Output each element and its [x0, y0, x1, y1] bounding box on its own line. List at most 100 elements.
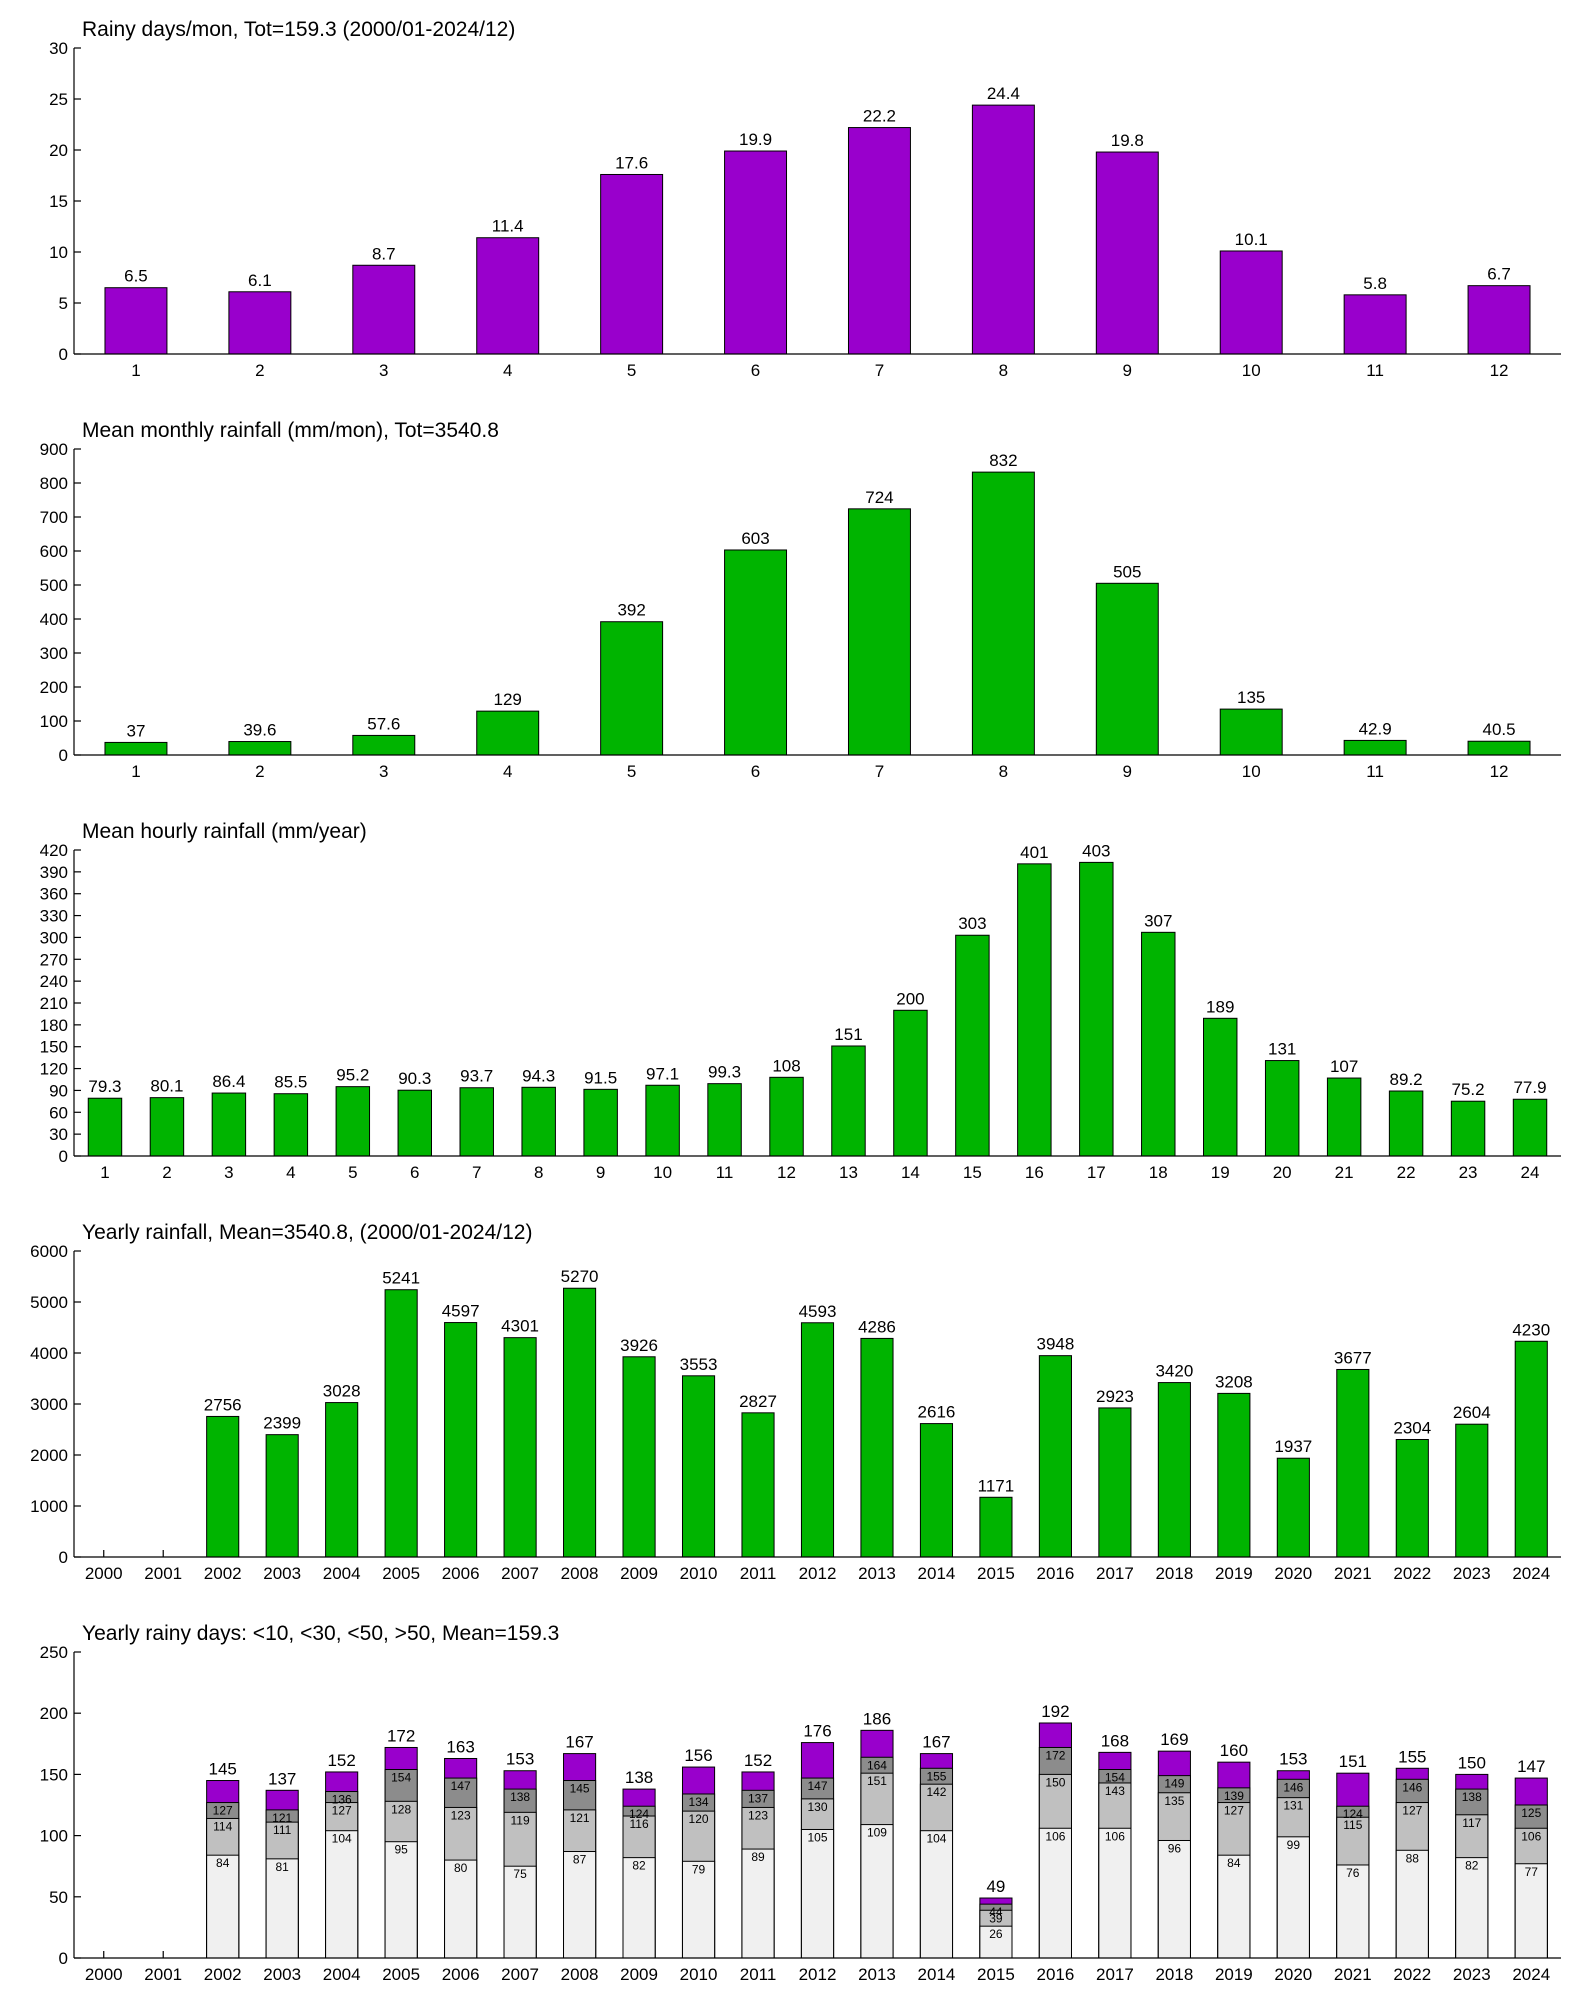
x-tick-label: 2018	[1155, 1564, 1193, 1583]
data-label: 160	[1220, 1741, 1248, 1760]
data-label: 176	[803, 1722, 831, 1741]
y-tick-label: 400	[40, 610, 68, 629]
y-tick-label: 210	[40, 994, 68, 1013]
x-tick-label: 2019	[1215, 1965, 1253, 1984]
y-tick-label: 150	[40, 1038, 68, 1057]
data-label: 1171	[978, 1476, 1015, 1495]
bar	[971, 104, 1035, 355]
bar	[104, 741, 168, 756]
data-label: 136	[332, 1793, 352, 1807]
x-tick-label: 9	[596, 1163, 605, 1182]
x-tick-label: 2021	[1334, 1564, 1372, 1583]
bar-segment	[1038, 1827, 1072, 1959]
data-label: 84	[216, 1856, 230, 1870]
bar	[1141, 931, 1176, 1157]
data-label: 116	[629, 1817, 648, 1831]
bar-segment	[265, 1858, 299, 1959]
bar	[1395, 1438, 1429, 1558]
x-tick-label: 7	[875, 762, 884, 781]
bar	[1276, 1457, 1310, 1558]
data-label: 155	[1398, 1747, 1426, 1766]
bar	[273, 1093, 309, 1157]
data-label: 168	[1101, 1731, 1129, 1750]
x-tick-label: 2019	[1215, 1564, 1253, 1583]
x-tick-label: 2000	[85, 1965, 123, 1984]
data-label: 39	[989, 1911, 1003, 1925]
data-label: 26	[989, 1927, 1003, 1941]
bar	[1450, 1100, 1486, 1157]
data-label: 2304	[1393, 1418, 1431, 1437]
bar	[265, 1434, 299, 1558]
data-label: 80.1	[150, 1077, 183, 1096]
bar-segment	[681, 1860, 716, 1959]
data-label: 8.7	[372, 244, 396, 263]
bar	[645, 1084, 680, 1157]
bar	[1388, 1090, 1424, 1157]
data-label: 131	[1268, 1040, 1296, 1059]
data-label: 4597	[442, 1302, 480, 1321]
data-label: 401	[1020, 843, 1048, 862]
y-tick-label: 420	[40, 841, 68, 860]
data-label: 131	[1283, 1799, 1303, 1813]
chart-title: Yearly rainfall, Mean=3540.8, (2000/01-2…	[82, 1221, 532, 1244]
data-label: 24.4	[987, 84, 1020, 103]
data-label: 37	[126, 721, 145, 740]
x-tick-label: 3	[379, 361, 388, 380]
x-tick-label: 2015	[977, 1965, 1015, 1984]
x-tick-label: 7	[472, 1163, 481, 1182]
data-label: 94.3	[522, 1066, 555, 1085]
y-tick-label: 0	[59, 1147, 68, 1166]
x-tick-label: 17	[1087, 1163, 1106, 1182]
data-label: 124	[1343, 1807, 1363, 1821]
bar	[622, 1356, 656, 1558]
data-label: 96	[1168, 1841, 1182, 1855]
data-label: 95	[394, 1843, 408, 1857]
y-tick-label: 30	[49, 39, 68, 58]
x-tick-label: 2024	[1512, 1564, 1550, 1583]
data-label: 154	[1105, 1771, 1125, 1785]
bar	[860, 1337, 894, 1558]
bar-segment	[860, 1824, 894, 1959]
x-tick-label: 2004	[323, 1965, 361, 1984]
x-tick-label: 19	[1211, 1163, 1230, 1182]
data-label: 146	[1402, 1780, 1422, 1794]
y-tick-label: 90	[49, 1081, 68, 1100]
bar	[1203, 1017, 1238, 1157]
bar	[1264, 1060, 1300, 1157]
bar	[476, 710, 540, 756]
x-tick-label: 2005	[382, 1564, 420, 1583]
x-tick-label: 5	[627, 361, 636, 380]
y-tick-label: 900	[40, 440, 68, 459]
bar-segment	[800, 1828, 835, 1959]
bar	[459, 1087, 494, 1157]
x-tick-label: 3	[379, 762, 388, 781]
data-label: 143	[1105, 1784, 1125, 1798]
bar-segment	[206, 1854, 240, 1959]
data-label: 153	[1279, 1750, 1307, 1769]
bar-segment	[384, 1841, 418, 1959]
data-label: 111	[273, 1823, 292, 1837]
x-tick-label: 15	[963, 1163, 982, 1182]
data-label: 192	[1041, 1702, 1069, 1721]
data-label: 88	[1406, 1851, 1420, 1865]
x-tick-label: 2002	[204, 1564, 242, 1583]
bar	[521, 1086, 556, 1157]
data-label: 3208	[1215, 1372, 1253, 1391]
y-tick-label: 120	[40, 1060, 68, 1079]
x-tick-label: 21	[1335, 1163, 1354, 1182]
x-tick-label: 2005	[382, 1965, 420, 1984]
data-label: 4286	[858, 1317, 896, 1336]
y-tick-label: 800	[40, 474, 68, 493]
x-tick-label: 12	[1490, 762, 1509, 781]
data-label: 172	[387, 1726, 415, 1745]
data-label: 125	[1521, 1806, 1541, 1820]
data-label: 123	[748, 1808, 768, 1822]
data-label: 121	[570, 1811, 590, 1825]
x-tick-label: 13	[839, 1163, 858, 1182]
data-label: 603	[741, 529, 769, 548]
bar	[563, 1287, 597, 1558]
data-label: 146	[1283, 1780, 1303, 1794]
x-tick-label: 2	[255, 762, 264, 781]
y-tick-label: 5000	[30, 1293, 68, 1312]
x-tick-label: 22	[1397, 1163, 1416, 1182]
